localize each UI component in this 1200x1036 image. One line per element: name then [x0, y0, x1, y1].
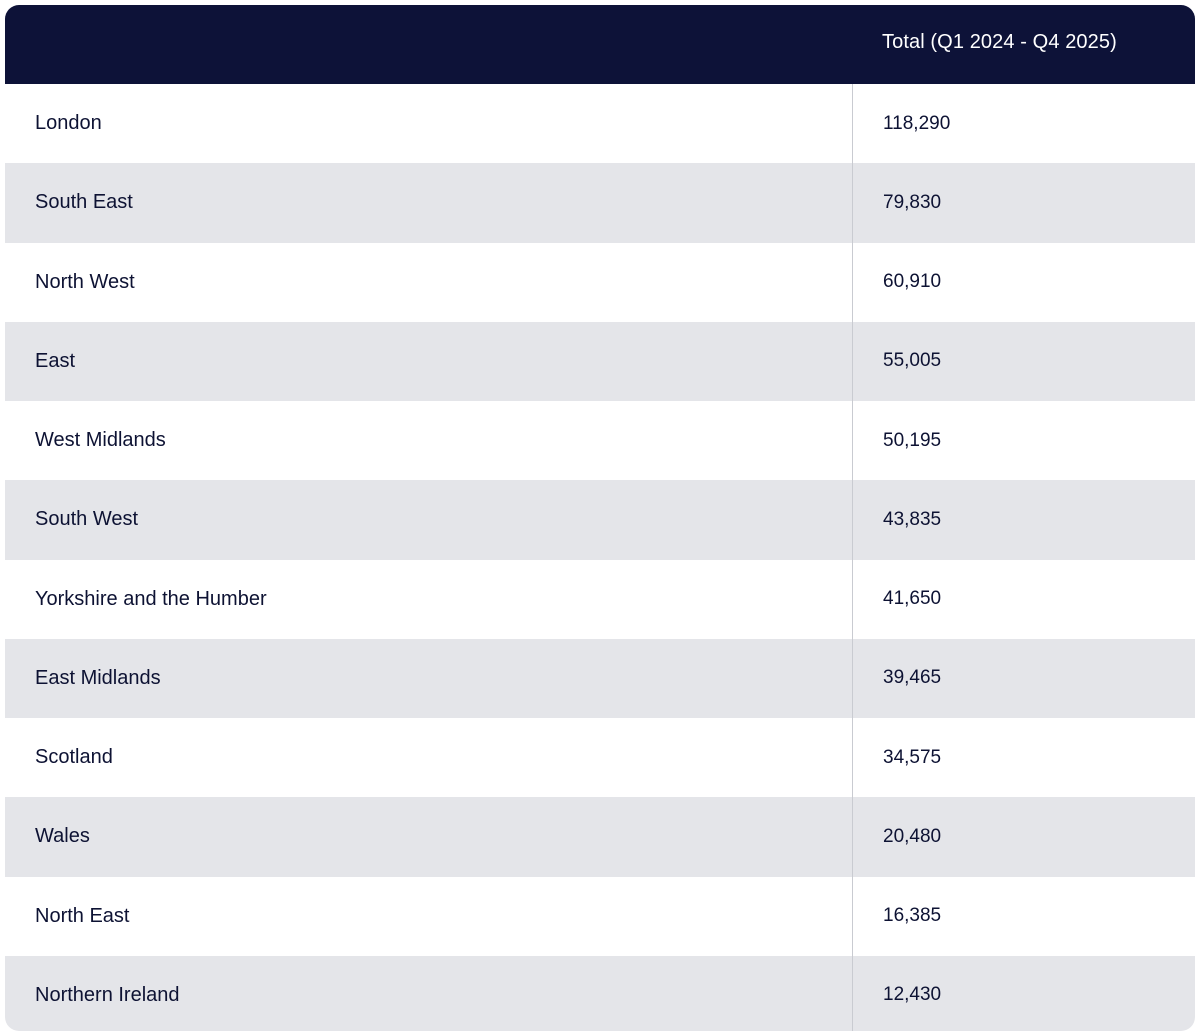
data-table: Total (Q1 2024 - Q4 2025) London 118,290… [5, 5, 1195, 1031]
region-cell: East Midlands [5, 638, 853, 718]
region-cell: Scotland [5, 718, 853, 798]
table-row: Scotland 34,575 [5, 718, 1195, 798]
total-cell: 60,910 [883, 271, 942, 293]
total-cell: 43,835 [883, 508, 942, 530]
total-cell: 34,575 [883, 746, 942, 768]
table-row: Yorkshire and the Humber 41,650 [5, 559, 1195, 639]
total-cell: 39,465 [883, 667, 942, 689]
header-region-column [5, 5, 853, 84]
region-cell: Yorkshire and the Humber [5, 559, 853, 639]
total-cell: 20,480 [883, 825, 942, 847]
total-cell: 118,290 [883, 112, 951, 134]
region-cell: London [5, 84, 853, 164]
table-header: Total (Q1 2024 - Q4 2025) [5, 5, 1195, 84]
table-row: East Midlands 39,465 [5, 638, 1195, 718]
region-cell: Wales [5, 797, 853, 877]
table-row: Northern Ireland 12,430 [5, 955, 1195, 1031]
table-row: North West 60,910 [5, 242, 1195, 322]
region-cell: North West [5, 242, 853, 322]
total-cell: 79,830 [883, 191, 942, 213]
total-cell: 50,195 [883, 429, 942, 451]
total-cell: 41,650 [883, 588, 942, 610]
table-row: North East 16,385 [5, 876, 1195, 956]
region-cell: West Midlands [5, 401, 853, 481]
table-row: London 118,290 [5, 84, 1195, 164]
table-row: South East 79,830 [5, 163, 1195, 243]
region-cell: South West [5, 480, 853, 560]
table-row: Wales 20,480 [5, 797, 1195, 877]
total-cell: 55,005 [883, 350, 942, 372]
region-cell: North East [5, 876, 853, 956]
table-row: South West 43,835 [5, 480, 1195, 560]
region-cell: Northern Ireland [5, 955, 853, 1031]
region-cell: East [5, 321, 853, 401]
table-row: East 55,005 [5, 321, 1195, 401]
table-body: London 118,290 South East 79,830 North W… [5, 84, 1195, 1031]
table-row: West Midlands 50,195 [5, 401, 1195, 481]
total-cell: 16,385 [883, 905, 942, 927]
total-cell: 12,430 [883, 984, 942, 1006]
region-cell: South East [5, 163, 853, 243]
header-total-column: Total (Q1 2024 - Q4 2025) [882, 31, 1117, 53]
